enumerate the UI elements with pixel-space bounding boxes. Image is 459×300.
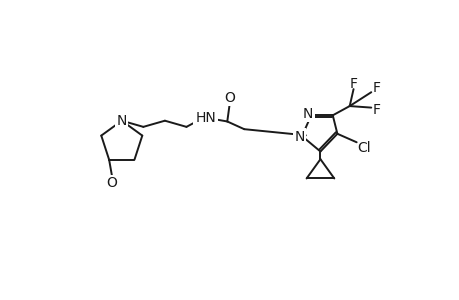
Text: F: F (372, 81, 380, 95)
Text: N: N (294, 130, 304, 144)
Text: O: O (106, 176, 117, 190)
Text: N: N (302, 107, 313, 121)
Text: N: N (116, 114, 127, 128)
Text: F: F (372, 103, 380, 117)
Text: F: F (349, 77, 357, 91)
Text: HN: HN (195, 111, 216, 124)
Text: Cl: Cl (357, 141, 370, 155)
Text: O: O (224, 91, 235, 105)
